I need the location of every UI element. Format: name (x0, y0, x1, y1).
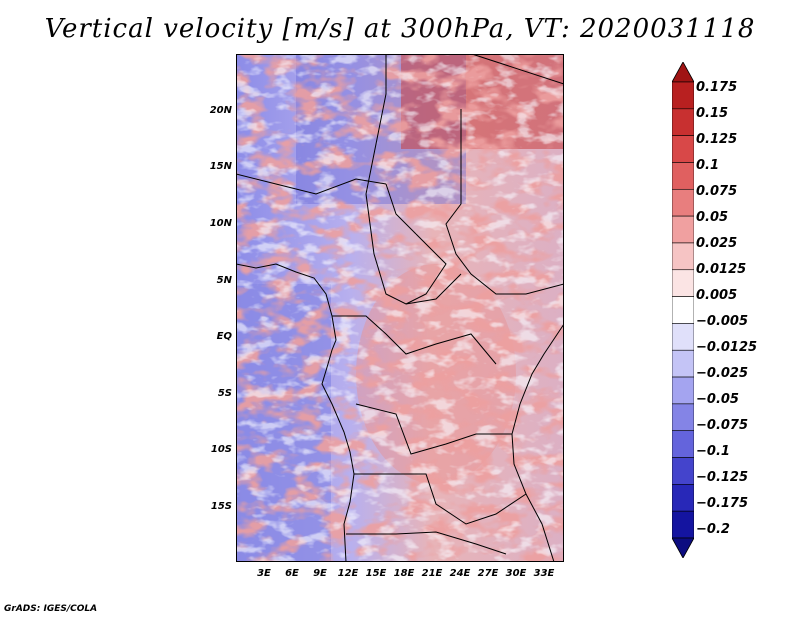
colorbar (672, 62, 694, 558)
plot-title: Vertical velocity [m/s] at 300hPa, VT: 2… (44, 14, 756, 44)
colorbar-label: 0.175 (696, 80, 738, 95)
border-line (385, 183, 417, 235)
colorbar-segment (672, 162, 694, 190)
border-line (471, 54, 564, 85)
colorbar-label: −0.2 (696, 522, 730, 537)
lon-label-30e: 30E (505, 568, 527, 579)
coastline-west (236, 263, 355, 562)
credit-text: GrADS: IGES/COLA (4, 604, 98, 614)
colorbar-segment (672, 457, 694, 485)
colorbar-segment (672, 403, 694, 432)
colorbar-label: 0.125 (696, 132, 738, 147)
colorbar-segment (672, 349, 694, 378)
lat-label-10n: 10N (209, 218, 232, 229)
border-line (236, 173, 387, 195)
border-line (355, 403, 512, 455)
colorbar-label: 0.0125 (696, 262, 747, 277)
border-line (354, 473, 527, 525)
colorbar-label: −0.0125 (696, 340, 758, 355)
lon-label-12e: 12E (337, 568, 359, 579)
colorbar-segment (672, 323, 694, 351)
lon-label-3e: 3E (257, 568, 271, 579)
border-line (346, 531, 507, 555)
border-line (332, 315, 497, 365)
lon-label-15e: 15E (365, 568, 387, 579)
colorbar-label: −0.025 (696, 366, 749, 381)
lon-label-18e: 18E (393, 568, 415, 579)
border-line (365, 54, 387, 255)
map-panel (236, 54, 564, 562)
lon-label-33e: 33E (533, 568, 555, 579)
colorbar-label: 0.15 (696, 106, 729, 121)
colorbar-segment (672, 81, 694, 110)
colorbar-segment (672, 269, 694, 297)
lon-label-6e: 6E (285, 568, 299, 579)
colorbar-segment (672, 135, 694, 163)
border-line (445, 109, 564, 295)
colorbar-segment (672, 484, 694, 512)
colorbar-label: 0.05 (696, 210, 729, 225)
colorbar-segment (672, 430, 694, 458)
lon-label-9e: 9E (313, 568, 327, 579)
colorbar-label: −0.1 (696, 444, 730, 459)
colorbar-label: −0.005 (696, 314, 749, 329)
colorbar-label: −0.125 (696, 470, 749, 485)
colorbar-label: −0.05 (696, 392, 739, 407)
lat-label-eq: EQ (216, 331, 232, 342)
colorbar-label: −0.175 (696, 496, 749, 511)
colorbar-segment (672, 108, 694, 136)
colorbar-segment (672, 215, 694, 244)
border-line (405, 233, 447, 305)
colorbar-label: 0.1 (696, 158, 720, 173)
colorbar-bottom-tip (672, 537, 694, 558)
lat-label-10s: 10S (210, 444, 232, 455)
lat-label-15n: 15N (209, 161, 232, 172)
colorbar-label: 0.025 (696, 236, 738, 251)
colorbar-segment (672, 296, 694, 324)
colorbar-segment (672, 242, 694, 271)
lon-label-24e: 24E (449, 568, 471, 579)
lat-label-5n: 5N (216, 275, 232, 286)
lon-label-27e: 27E (477, 568, 499, 579)
colorbar-label: 0.005 (696, 288, 738, 303)
lat-label-20n: 20N (209, 105, 232, 116)
lat-label-5s: 5S (217, 388, 232, 399)
colorbar-segment (672, 510, 694, 539)
colorbar-segment (672, 188, 694, 217)
colorbar-segment (672, 376, 694, 405)
coastline-east (511, 323, 564, 562)
lon-label-21e: 21E (421, 568, 443, 579)
colorbar-label: 0.075 (696, 184, 738, 199)
lat-label-15s: 15S (210, 501, 232, 512)
colorbar-label: −0.075 (696, 418, 749, 433)
colorbar-top-tip (672, 62, 694, 83)
